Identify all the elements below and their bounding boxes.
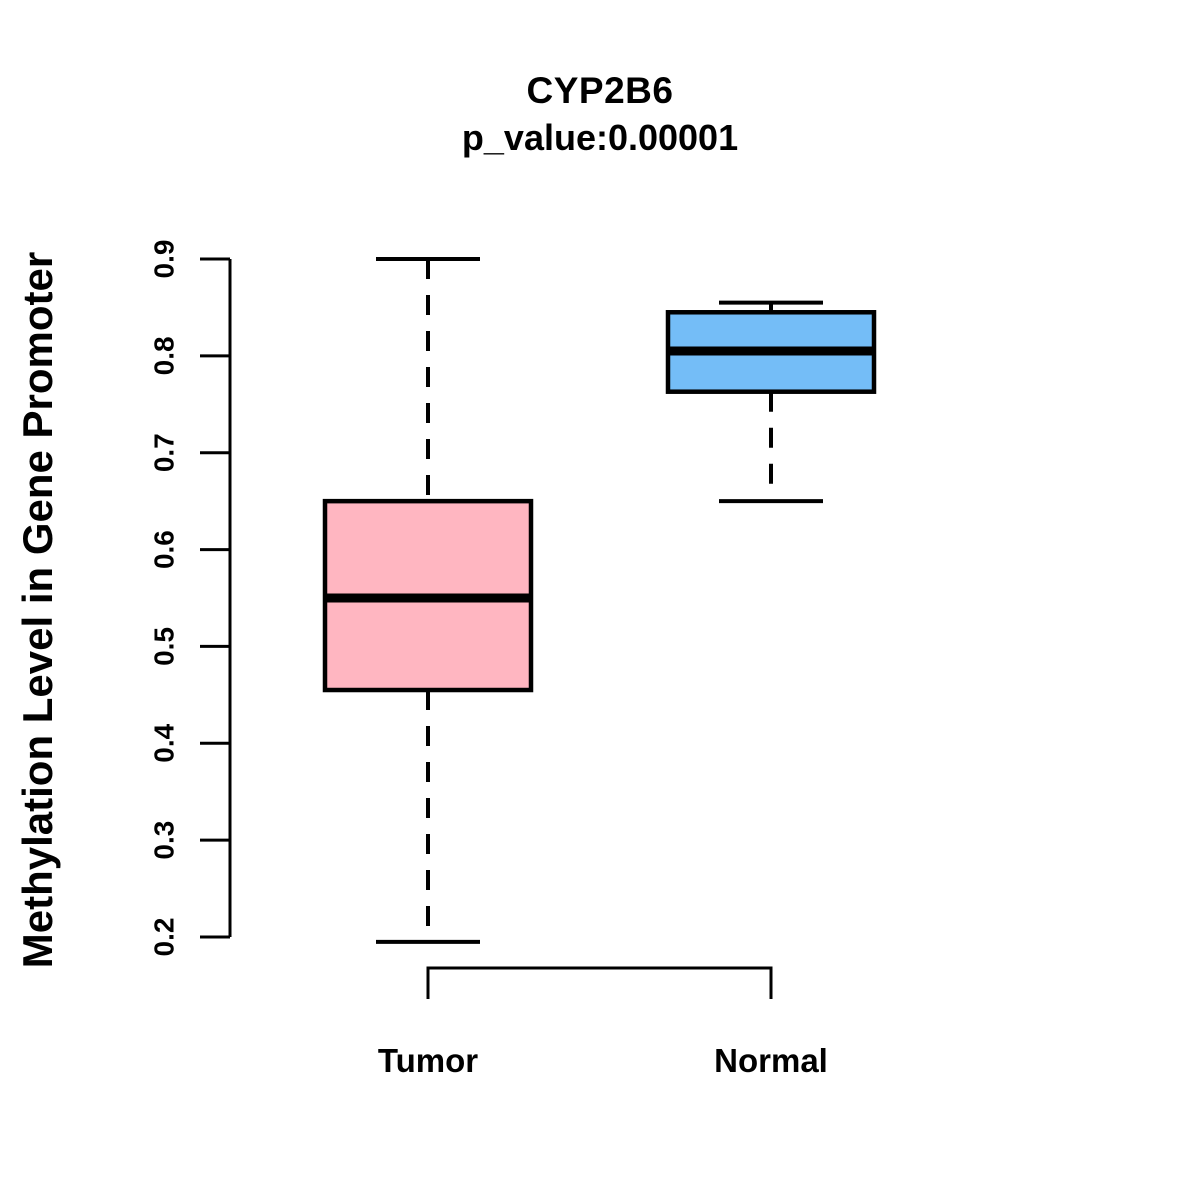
y-tick-label: 0.9 (148, 240, 179, 279)
y-tick-label: 0.6 (148, 530, 179, 569)
y-tick-label: 0.4 (148, 723, 179, 762)
y-tick-label: 0.5 (148, 627, 179, 666)
x-group-label-tumor: Tumor (378, 1042, 478, 1079)
x-group-label-normal: Normal (714, 1042, 828, 1079)
chart-title: CYP2B6 (526, 70, 674, 111)
x-axis-bracket (426, 966, 773, 999)
chart-subtitle: p_value:0.00001 (461, 117, 739, 158)
y-tick-label: 0.7 (148, 433, 179, 472)
y-tick-label: 0.2 (148, 918, 179, 957)
y-tick-label: 0.3 (148, 821, 179, 860)
y-tick-label: 0.8 (148, 336, 179, 375)
